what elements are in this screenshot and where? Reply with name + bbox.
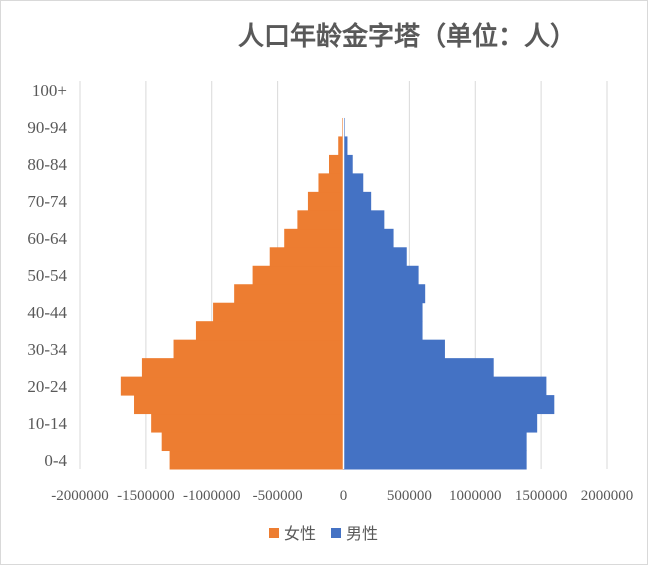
bar-male-85-89 xyxy=(343,136,348,156)
bar-male-70-74 xyxy=(343,191,372,211)
x-tick-label-6: 1000000 xyxy=(449,488,502,504)
bar-female-20-24 xyxy=(120,376,344,396)
bar-female-40-44 xyxy=(213,302,344,322)
y-tick-label-80-84: 80-84 xyxy=(27,155,67,174)
legend-swatch-female xyxy=(269,528,279,538)
bar-male-30-34 xyxy=(343,339,445,359)
bar-male-0-4 xyxy=(343,450,527,470)
legend: 女性 男性 xyxy=(269,524,378,543)
bar-female-5-9 xyxy=(161,432,344,452)
x-tick-label-0: -2000000 xyxy=(51,488,109,504)
bar-female-15-19 xyxy=(134,395,344,415)
bar-male-60-64 xyxy=(343,228,394,248)
bar-male-65-69 xyxy=(343,210,385,230)
legend-label-female: 女性 xyxy=(284,524,316,543)
bar-male-10-14 xyxy=(343,413,538,433)
bar-female-30-34 xyxy=(173,339,344,359)
y-tick-label-70-74: 70-74 xyxy=(27,192,67,211)
bar-male-25-29 xyxy=(343,358,494,378)
bar-male-5-9 xyxy=(343,432,527,452)
bar-female-60-64 xyxy=(284,228,344,248)
legend-label-male: 男性 xyxy=(346,524,378,543)
y-tick-label-10-14: 10-14 xyxy=(27,414,67,433)
y-tick-label-0-4: 0-4 xyxy=(44,451,67,470)
y-tick-label-90-94: 90-94 xyxy=(27,118,67,137)
bar-female-10-14 xyxy=(151,413,344,433)
x-tick-label-3: -500000 xyxy=(253,488,303,504)
bar-female-75-79 xyxy=(318,173,344,193)
bar-female-25-29 xyxy=(141,358,344,378)
bar-male-50-54 xyxy=(343,265,419,285)
bar-male-35-39 xyxy=(343,321,423,341)
bar-male-80-84 xyxy=(343,154,353,174)
bar-male-40-44 xyxy=(343,302,423,322)
x-tick-label-4: 0 xyxy=(340,488,348,504)
bar-male-15-19 xyxy=(343,395,555,415)
bar-female-35-39 xyxy=(195,321,344,341)
bar-female-70-74 xyxy=(307,191,344,211)
bar-male-20-24 xyxy=(343,376,547,396)
bar-female-0-4 xyxy=(169,450,344,470)
bar-female-85-89 xyxy=(338,136,344,156)
bar-female-55-59 xyxy=(269,247,344,267)
x-tick-label-5: 500000 xyxy=(387,488,432,504)
legend-swatch-male xyxy=(331,528,341,538)
bar-male-55-59 xyxy=(343,247,407,267)
bar-female-65-69 xyxy=(297,210,344,230)
y-tick-label-100+: 100+ xyxy=(32,81,67,100)
y-tick-label-60-64: 60-64 xyxy=(27,229,67,248)
bar-female-45-49 xyxy=(234,284,344,304)
bar-female-50-54 xyxy=(252,265,344,285)
bars xyxy=(120,81,555,470)
x-tick-label-7: 1500000 xyxy=(515,488,568,504)
axes: -2000000 -1500000 -1000000 -500000 0 500000 10… xyxy=(27,81,633,504)
bar-male-45-49 xyxy=(343,284,426,304)
x-tick-label-8: 2000000 xyxy=(581,488,634,504)
x-tick-label-2: -1000000 xyxy=(183,488,241,504)
bar-male-75-79 xyxy=(343,173,364,193)
bar-female-80-84 xyxy=(329,154,344,174)
x-tick-label-1: -1500000 xyxy=(117,488,175,504)
y-tick-label-30-34: 30-34 xyxy=(27,340,67,359)
y-tick-label-40-44: 40-44 xyxy=(27,303,67,322)
y-tick-label-20-24: 20-24 xyxy=(27,377,67,396)
chart-title: 人口年龄金字塔（单位：人） xyxy=(238,21,576,52)
y-tick-label-50-54: 50-54 xyxy=(27,266,67,285)
